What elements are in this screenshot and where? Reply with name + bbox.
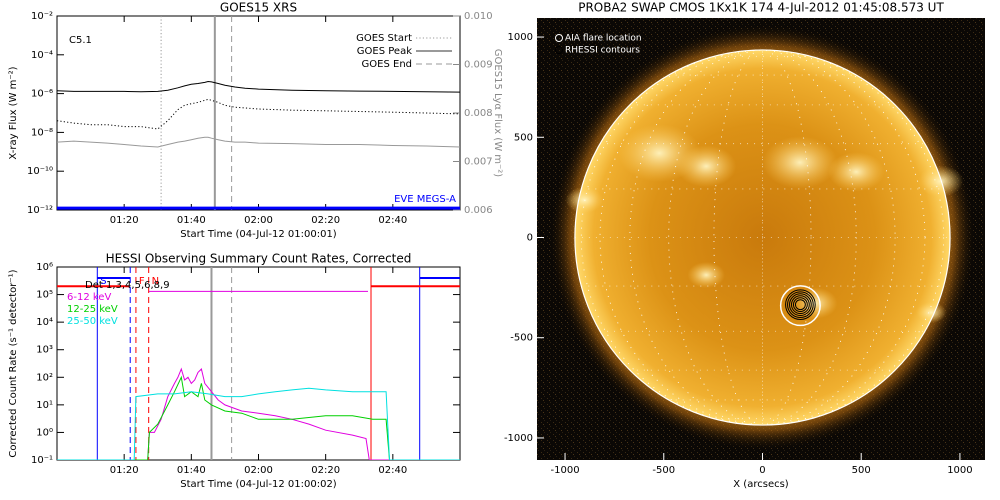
x-axis-label: Start Time (04-Jul-12 01:00:02) [180,479,337,490]
active-region [828,152,885,192]
rhessi-contour [792,297,808,313]
series-line [57,98,460,130]
x-tick-label: 02:00 [244,215,273,226]
y-tick-label: 10⁻¹ [31,455,53,466]
x-tick-label: 02:40 [378,215,407,226]
plot-frame [56,266,461,461]
series-line [57,80,460,93]
x-tick-label: 0 [759,465,765,476]
series-label: EVE MEGS-A [394,194,456,205]
rhessi-contour [785,289,816,320]
x-tick-label: 01:20 [110,465,139,476]
chart-title: GOES15 XRS [220,1,297,15]
marker-label: S [100,276,106,287]
x-axis-label: X (arcsecs) [733,479,789,490]
active-region [676,145,737,188]
rhessi-contour [789,293,812,317]
y-tick-label: 10⁴ [36,317,53,328]
y-tick-label: 10⁻⁶ [31,89,53,100]
y2-axis-label: GOES15 Lyα Flux (W m⁻²) [492,49,503,177]
active-region [565,186,604,214]
annotation: C5.1 [69,35,92,46]
marker-label: N [152,276,159,287]
x-tick-label: 02:40 [378,465,407,476]
x-tick-label: 01:20 [110,215,139,226]
legend-swatch [555,46,563,54]
legend-label: 25-50 keV [67,316,118,327]
x-tick-label: 1000 [947,465,972,476]
solar-image [537,18,985,460]
y-tick-label: 0 [527,232,533,243]
y-axis-label: Corrected Count Rate (s⁻¹ detector⁻¹) [8,269,19,457]
y-tick-label: 10⁶ [36,262,53,273]
x-tick-label: -1000 [551,465,580,476]
x-tick-label: 01:40 [177,465,206,476]
active-region [687,261,725,289]
series-line [57,375,460,460]
solar-limb [574,49,951,426]
x-tick-label: 500 [852,465,871,476]
y-tick-label: 10¹ [36,400,53,411]
x-tick-label: 02:20 [311,215,340,226]
series-line [57,387,460,460]
marker-label: F [139,276,145,287]
y-tick-label: 10⁻¹² [27,205,53,216]
x-tick-label: 02:00 [244,465,273,476]
y-tick-label: 10² [36,372,53,383]
x-tick-label: -500 [652,465,675,476]
legend-label: RHESSI contours [565,46,640,56]
legend-label: AIA flare location [565,34,642,44]
chart-title: HESSI Observing Summary Count Rates, Cor… [106,252,412,266]
rhessi-contour [791,295,810,315]
series-line [57,136,460,148]
y-tick-label: -1000 [504,433,533,444]
y-tick-label: 10³ [36,345,53,356]
y-tick-label: 10⁻¹⁰ [27,166,53,177]
x-tick-label: 02:20 [311,465,340,476]
legend-label: GOES End [362,59,412,70]
legend-label: GOES Peak [357,46,412,57]
rhessi-contour [787,291,814,318]
y-tick-label: 1000 [508,32,533,43]
legend-swatch [555,34,563,42]
y-tick-label: -500 [510,333,533,344]
x-axis-label: Start Time (04-Jul-12 01:00:01) [180,229,337,240]
y2-tick-label: 0.007 [464,157,493,168]
y-axis-label: X-ray Flux (W m⁻²) [8,66,19,159]
y-tick-label: 10⁻⁸ [31,127,53,138]
legend-title: Det 1,3,4,5,6,8,9 [85,280,170,291]
legend-label: 12-25 keV [67,304,118,315]
rhessi-contour [794,299,806,311]
y2-tick-label: 0.009 [464,60,493,71]
legend-label: GOES Start [356,33,412,44]
active-region [916,302,947,324]
y-tick-label: 500 [514,132,533,143]
y2-tick-label: 0.006 [464,205,493,216]
y-tick-label: 10⁵ [36,290,53,301]
x-tick-label: 01:40 [177,215,206,226]
y-tick-label: 10⁰ [36,427,53,438]
flare-location [779,285,821,327]
chart-title: PROBA2 SWAP CMOS 1Kx1K 174 4-Jul-2012 01… [578,1,944,15]
active-region [762,136,838,189]
y-tick-label: 10⁻² [31,11,53,22]
y2-tick-label: 0.010 [464,11,493,22]
series-line [57,367,460,460]
active-region [918,165,964,197]
legend-label: 6-12 keV [67,292,111,303]
y2-tick-label: 0.008 [464,108,493,119]
y-tick-label: 10⁻⁴ [31,50,53,61]
